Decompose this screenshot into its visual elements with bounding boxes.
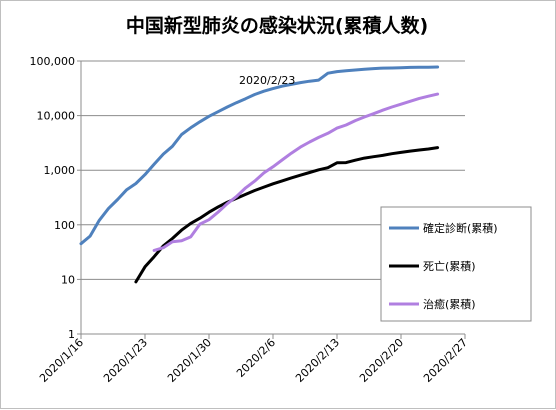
series-lines: [79, 65, 440, 284]
chart-title: 中国新型肺炎の感染状況(累積人数): [126, 14, 428, 37]
legend: 確定診断(累積) 死亡(累積) 治癒(累積): [380, 206, 532, 322]
y-tick-label: 100,000: [30, 55, 76, 68]
y-tick-label: 1,000: [44, 164, 76, 177]
x-tick-label: 2020/2/6: [234, 336, 278, 380]
series-line-0: [79, 65, 440, 246]
series-line-1: [134, 146, 440, 284]
x-tick-label: 2020/1/23: [101, 336, 150, 385]
x-axis-ticks: 2020/1/16 2020/1/23 2020/1/30 2020/2/6 2020/…: [37, 334, 470, 385]
y-axis-ticks: 1 10 100 1,000 10,000 100,000: [30, 55, 81, 341]
x-tick-label: 2020/2/13: [293, 336, 342, 385]
x-tick-label: 2020/2/20: [357, 336, 406, 385]
legend-label: 確定診断(累積): [423, 221, 498, 235]
x-tick-label: 2020/2/27: [421, 336, 470, 385]
legend-label: 死亡(累積): [423, 259, 476, 273]
y-tick-label: 100: [54, 219, 75, 232]
legend-label: 治癒(累積): [423, 297, 476, 311]
y-tick-label: 10,000: [37, 110, 76, 123]
y-tick-label: 1: [68, 328, 75, 341]
x-tick-label: 2020/1/30: [165, 336, 214, 385]
legend-box: [380, 206, 532, 322]
x-tick-label: 2020/1/16: [37, 336, 86, 385]
date-annotation: 2020/2/23: [239, 74, 295, 87]
y-tick-label: 10: [61, 273, 75, 286]
series-line-2: [152, 92, 440, 252]
